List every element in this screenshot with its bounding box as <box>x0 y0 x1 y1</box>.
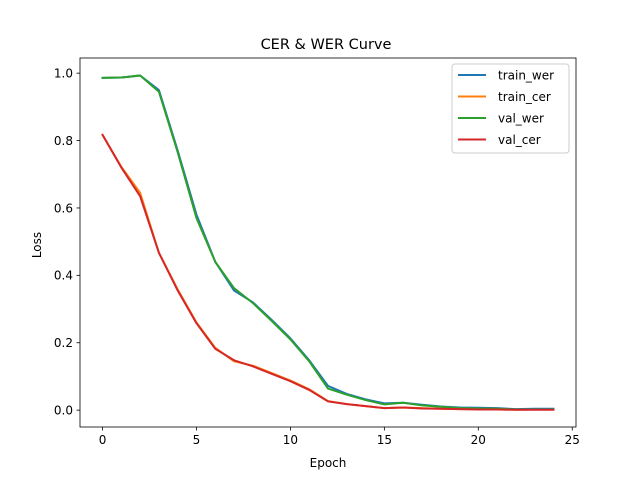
y-tick-label: 0.6 <box>54 201 73 215</box>
y-tick-label: 0.8 <box>54 134 73 148</box>
y-axis-label: Loss <box>30 232 44 258</box>
y-tick-label: 0.4 <box>54 269 73 283</box>
x-tick-label: 20 <box>471 433 486 447</box>
chart-title: CER & WER Curve <box>261 37 392 53</box>
x-tick-label: 10 <box>283 433 298 447</box>
legend-label-train-cer: train_cer <box>498 90 551 104</box>
legend-label-train-wer: train_wer <box>498 68 554 82</box>
series-line-val-cer <box>101 133 555 411</box>
legend: train_wer train_cer val_wer val_cer <box>451 63 570 154</box>
legend-label-val-wer: val_wer <box>498 111 544 125</box>
y-tick-label: 1.0 <box>54 66 73 80</box>
x-tick-label: 15 <box>377 433 392 447</box>
x-axis-ticks: 0 5 10 15 20 25 <box>99 427 580 447</box>
y-axis-ticks: 0.0 0.2 0.4 0.6 0.8 1.0 <box>54 66 80 417</box>
y-tick-label: 0.2 <box>54 336 73 350</box>
x-tick-label: 5 <box>193 433 201 447</box>
series-line-val-wer <box>101 74 555 411</box>
legend-box <box>451 63 570 154</box>
axes-frame <box>79 57 577 428</box>
legend-label-val-cer: val_cer <box>498 133 541 147</box>
y-tick-label: 0.0 <box>54 403 73 417</box>
plot-lines <box>101 74 555 411</box>
x-tick-label: 0 <box>99 433 107 447</box>
x-axis-label: Epoch <box>310 456 347 470</box>
plot-area-frame <box>79 57 577 428</box>
x-tick-label: 25 <box>565 433 580 447</box>
